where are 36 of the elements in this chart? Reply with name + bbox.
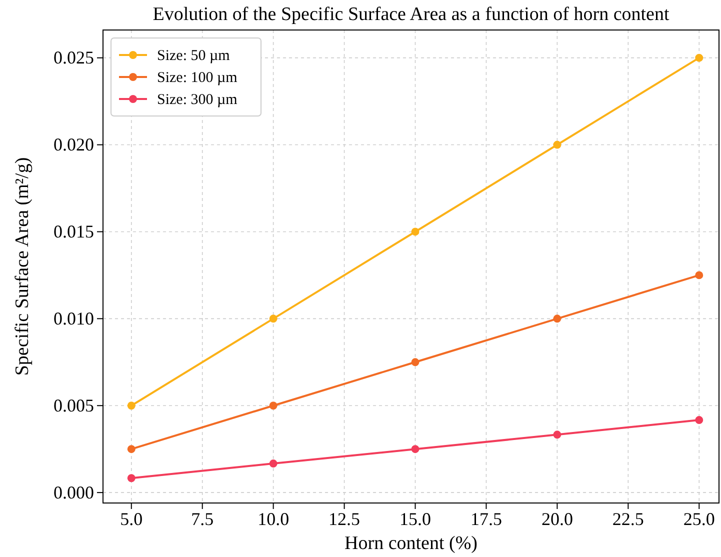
chart-title: Evolution of the Specific Surface Area as a function of horn content <box>152 4 670 25</box>
point <box>269 402 278 410</box>
point <box>553 430 562 439</box>
y-tick-label: 0.015 <box>54 221 94 242</box>
point <box>695 416 704 424</box>
x-axis-title: Horn content (%) <box>344 533 478 554</box>
x-tick-label: 22.5 <box>612 508 644 529</box>
point <box>411 358 420 366</box>
x-tick-label: 17.5 <box>470 508 502 529</box>
point <box>127 402 136 410</box>
legend-label: Size: 50 µm <box>157 48 230 64</box>
x-tick-label: 12.5 <box>328 508 360 529</box>
x-tick-label: 5.0 <box>120 508 143 529</box>
point <box>411 445 420 454</box>
point <box>553 314 562 323</box>
point <box>127 445 136 454</box>
y-tick-label: 0.005 <box>54 395 94 416</box>
y-tick-label: 0.025 <box>54 48 94 68</box>
point <box>269 460 278 468</box>
x-tick-label: 7.5 <box>191 508 214 529</box>
point <box>269 314 278 323</box>
point <box>695 54 704 62</box>
point <box>411 228 420 236</box>
point <box>695 271 704 280</box>
x-tick-label: 10.0 <box>258 508 290 529</box>
legend-label: Size: 100 µm <box>157 70 238 86</box>
legend-label: Size: 300 µm <box>157 92 238 108</box>
point <box>553 140 562 149</box>
x-tick-label: 20.0 <box>541 508 573 529</box>
y-tick-label: 0.000 <box>54 482 94 502</box>
point <box>127 474 136 482</box>
y-axis-title: Specific Surface Area (m²/g) <box>12 157 33 376</box>
x-tick-label: 15.0 <box>400 508 432 529</box>
y-tick-label: 0.010 <box>54 308 94 328</box>
y-tick-label: 0.020 <box>54 134 94 155</box>
x-tick-label: 25.0 <box>683 508 715 529</box>
